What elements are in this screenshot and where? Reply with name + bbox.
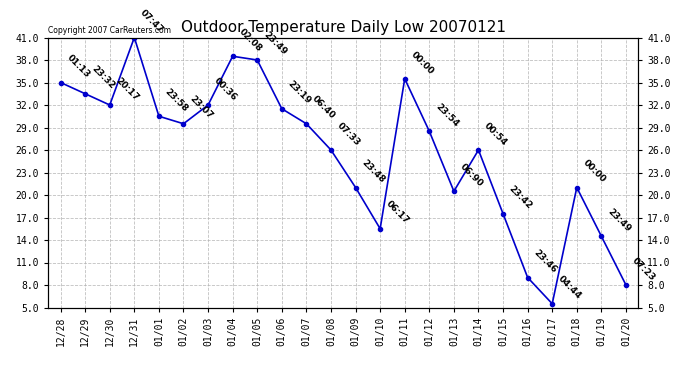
Text: 06:90: 06:90 [458,162,484,189]
Text: 00:36: 00:36 [213,76,239,102]
Text: 00:00: 00:00 [409,50,435,76]
Text: 06:17: 06:17 [384,200,411,226]
Text: 02:08: 02:08 [237,27,264,54]
Text: Copyright 2007 CarReuters.com: Copyright 2007 CarReuters.com [48,26,171,35]
Text: 07:33: 07:33 [335,121,362,147]
Text: 01:13: 01:13 [65,53,91,80]
Text: 23:42: 23:42 [507,184,534,211]
Text: 23:07: 23:07 [188,94,215,121]
Text: 23:49: 23:49 [606,207,632,234]
Text: 23:49: 23:49 [262,30,288,57]
Text: 23:46: 23:46 [532,248,558,275]
Text: 20:17: 20:17 [114,76,141,102]
Text: 23:54: 23:54 [433,102,460,129]
Text: 23:19: 23:19 [286,79,313,106]
Text: 23:48: 23:48 [359,158,386,185]
Text: 23:32: 23:32 [89,64,116,91]
Text: 00:00: 00:00 [581,159,607,185]
Text: 04:44: 04:44 [556,274,583,301]
Text: 07:47: 07:47 [139,8,166,35]
Text: 06:40: 06:40 [310,94,337,121]
Text: 23:58: 23:58 [163,87,190,114]
Text: 07:23: 07:23 [630,256,657,282]
Title: Outdoor Temperature Daily Low 20070121: Outdoor Temperature Daily Low 20070121 [181,20,506,35]
Text: 00:54: 00:54 [482,121,509,147]
